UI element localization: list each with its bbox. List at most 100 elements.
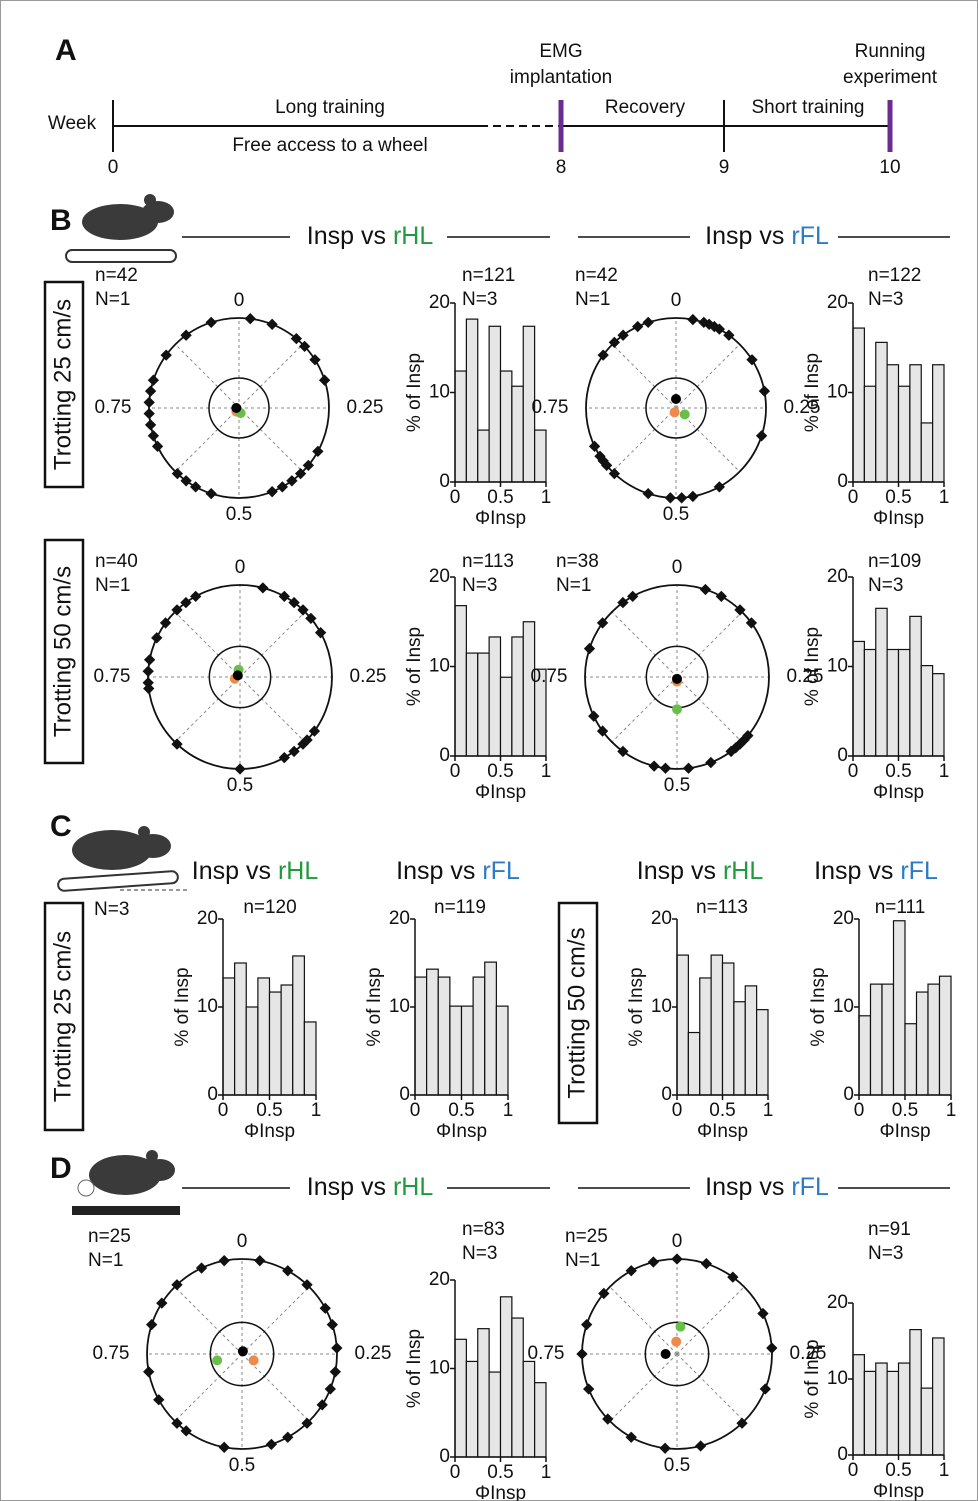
phase-point xyxy=(617,329,629,341)
spoke xyxy=(609,1353,678,1422)
angle-tick-label: 0.75 xyxy=(528,1343,565,1364)
angle-tick-label: 0 xyxy=(672,1231,683,1252)
mean-vector xyxy=(675,1321,686,1332)
phase-point xyxy=(205,316,217,329)
header-limb: rFL xyxy=(900,857,938,885)
angle-tick-label: 0.25 xyxy=(355,1343,392,1364)
bar xyxy=(234,962,247,1096)
phase-point xyxy=(301,1417,313,1429)
bar xyxy=(522,1360,536,1458)
phase-point xyxy=(746,354,758,366)
x-tick-label: 0.5 xyxy=(448,1100,474,1121)
spoke xyxy=(238,344,303,409)
bar xyxy=(909,615,922,757)
bar xyxy=(886,364,900,483)
spoke xyxy=(241,1286,310,1355)
x-tick-label: 1 xyxy=(541,761,552,782)
phase-point xyxy=(319,1302,331,1314)
phase-point xyxy=(151,440,164,452)
section-header: Insp vs rFL xyxy=(705,222,829,250)
bar xyxy=(511,385,524,483)
spoke xyxy=(175,344,240,409)
phase-point xyxy=(308,725,321,737)
annotation: n=42 xyxy=(95,265,138,286)
section-header: Insp vs rFL xyxy=(396,857,520,885)
annotation: n=25 xyxy=(88,1226,131,1247)
y-tick-label: 10 xyxy=(429,656,450,677)
phase-point xyxy=(723,329,735,341)
bar xyxy=(477,652,490,757)
annotation: N=1 xyxy=(88,1250,123,1271)
annotation: N=1 xyxy=(575,289,610,310)
section-header: Insp vs rFL xyxy=(814,857,938,885)
inner-circle xyxy=(645,377,707,439)
bar xyxy=(863,385,877,483)
y-tick-label: 10 xyxy=(833,996,854,1017)
y-tick-label: 0 xyxy=(837,745,848,766)
angle-tick-label: 0 xyxy=(235,557,246,578)
phase-point xyxy=(180,596,192,609)
mouse-icon-c xyxy=(57,826,190,892)
bar xyxy=(477,429,490,483)
mouse-icon-d xyxy=(72,1150,180,1215)
phase-point xyxy=(671,1253,683,1265)
condition-label: Trotting 50 cm/s xyxy=(49,566,76,737)
y-tick-label: 10 xyxy=(197,996,218,1017)
y-tick-label: 20 xyxy=(827,1292,848,1313)
phase-point xyxy=(143,1366,155,1378)
segment-label: Recovery xyxy=(605,97,686,118)
phase-point xyxy=(257,582,269,594)
bar xyxy=(932,1337,945,1456)
bar xyxy=(744,985,758,1096)
header-prefix: Insp vs xyxy=(307,222,386,250)
phase-point xyxy=(736,1417,748,1429)
x-tick-label: 1 xyxy=(503,1100,514,1121)
angle-tick-label: 0.5 xyxy=(663,504,689,525)
annotation: N=3 xyxy=(868,289,903,310)
bar xyxy=(710,954,724,1096)
spoke xyxy=(612,344,677,409)
inner-circle xyxy=(644,1321,710,1387)
y-tick-label: 20 xyxy=(429,566,450,587)
phase-point xyxy=(297,738,309,750)
phase-point xyxy=(298,340,311,353)
phase-point xyxy=(171,1279,183,1291)
milestone-label: EMG xyxy=(539,41,582,62)
y-tick-label: 10 xyxy=(827,1368,848,1389)
phase-point xyxy=(276,481,289,493)
phase-point xyxy=(647,1256,660,1268)
x-tick-label: 0 xyxy=(218,1100,229,1121)
phase-point xyxy=(758,385,771,397)
bar xyxy=(454,370,467,483)
bar xyxy=(858,1015,872,1096)
angle-tick-label: 0 xyxy=(234,290,245,311)
panel-label: A xyxy=(55,34,77,67)
phase-point xyxy=(596,617,609,629)
bar xyxy=(484,961,497,1096)
phase-point xyxy=(180,475,192,487)
condition-box xyxy=(43,280,85,489)
annotation: n=121 xyxy=(462,265,515,286)
phase-point xyxy=(301,1279,313,1291)
phase-point xyxy=(687,490,699,503)
phase-point xyxy=(147,430,160,442)
x-axis-label: ΦInsp xyxy=(475,508,526,529)
annotation: n=83 xyxy=(462,1219,505,1240)
header-limb: rHL xyxy=(393,1173,433,1201)
phase-point xyxy=(244,313,256,325)
y-tick-label: 0 xyxy=(837,1444,848,1465)
phase-point xyxy=(602,1413,614,1425)
phase-point xyxy=(608,336,621,349)
phase-point xyxy=(675,492,688,504)
milestone-week: 10 xyxy=(879,157,900,178)
y-axis-label: % of Insp xyxy=(802,1339,823,1418)
bar xyxy=(414,976,428,1096)
bar xyxy=(897,1362,911,1456)
phase-point xyxy=(588,710,600,722)
x-axis-label: ΦInsp xyxy=(475,1483,526,1501)
bar xyxy=(875,607,888,757)
angle-tick-label: 0.5 xyxy=(226,504,252,525)
inner-circle xyxy=(208,377,270,439)
phase-point xyxy=(759,1383,771,1395)
phase-point xyxy=(598,1287,610,1300)
